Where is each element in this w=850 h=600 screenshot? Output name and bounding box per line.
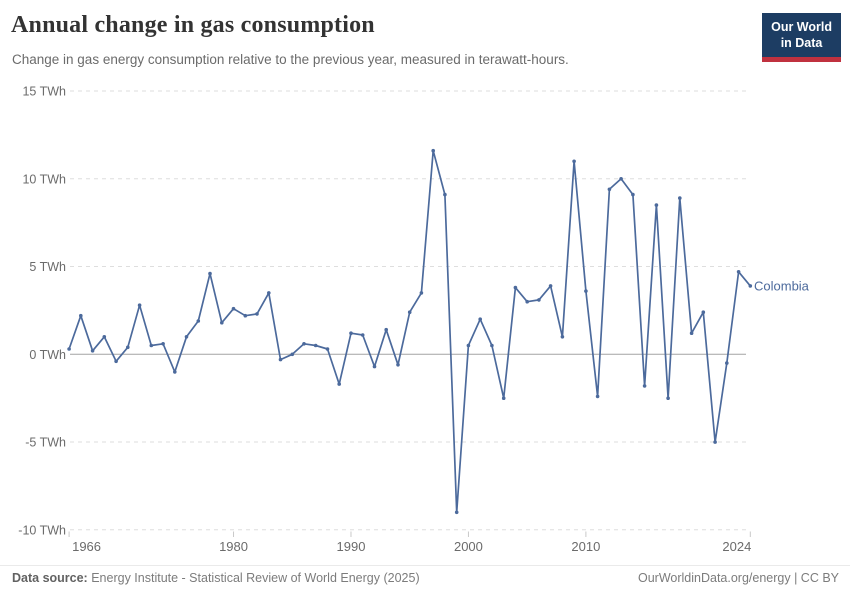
data-point [149, 343, 154, 348]
data-point [325, 347, 330, 351]
data-source: Data source: Energy Institute - Statisti… [12, 571, 420, 585]
data-point [67, 347, 71, 351]
data-point [443, 192, 447, 197]
data-point [454, 510, 459, 515]
data-point [267, 291, 271, 295]
data-point [701, 310, 706, 314]
y-axis-tick-label: -5 TWh [25, 436, 66, 450]
data-point [90, 349, 95, 353]
data-point [513, 285, 518, 290]
data-point [349, 331, 353, 335]
data-point [607, 187, 612, 192]
data-point [137, 303, 142, 307]
owid-logo-line2: in Data [780, 36, 823, 51]
data-point [736, 270, 741, 274]
data-point [560, 335, 565, 339]
data-point [220, 320, 224, 325]
chart-subtitle: Change in gas energy consumption relativ… [12, 52, 569, 67]
x-axis-tick-label: 2024 [722, 539, 751, 554]
data-point [184, 335, 189, 339]
data-point [384, 327, 389, 332]
x-axis-tick-label: 1980 [219, 539, 248, 554]
owid-logo-line1: Our World [771, 20, 832, 34]
data-point [407, 310, 412, 314]
y-axis-tick-label: 5 TWh [29, 260, 66, 274]
data-point [302, 342, 306, 346]
owid-logo: Our World in Data [762, 13, 841, 62]
data-point [631, 192, 635, 197]
data-source-label: Data source: [12, 571, 88, 585]
data-point [173, 370, 177, 374]
data-point [114, 359, 118, 364]
data-point [102, 335, 107, 339]
series-line-colombia [68, 149, 752, 514]
y-axis-tick-label: 10 TWh [22, 172, 66, 186]
data-point [501, 396, 506, 401]
data-point [572, 159, 576, 164]
chart-title: Annual change in gas consumption [11, 12, 375, 38]
data-point [619, 177, 623, 181]
data-point [360, 333, 365, 337]
series-label-colombia: Colombia [754, 278, 810, 293]
data-point [525, 299, 529, 304]
y-axis-tick-label: 15 TWh [22, 85, 66, 99]
data-point [490, 343, 494, 348]
data-point [689, 331, 694, 335]
data-point [713, 440, 717, 444]
data-point [748, 284, 753, 288]
data-point [654, 203, 659, 207]
data-point [208, 271, 212, 276]
data-source-text: Energy Institute - Statistical Review of… [91, 571, 420, 585]
data-point [595, 394, 600, 399]
data-point [678, 196, 682, 200]
data-point [290, 352, 295, 357]
data-point [642, 384, 647, 388]
line-chart: 15 TWh 10 TWh 5 TWh 0 TWh -5 TWh -10 TWh 1966 1… [18, 85, 810, 554]
data-point [419, 291, 424, 295]
data-point [79, 313, 83, 318]
data-point [584, 289, 588, 293]
data-point [255, 312, 259, 316]
x-axis-tick-label: 1966 [72, 539, 101, 554]
data-point [126, 345, 130, 350]
credit-link: OurWorldinData.org/energy | CC BY [637, 571, 839, 585]
data-point [548, 284, 553, 288]
y-axis-tick-label: -10 TWh [18, 523, 66, 537]
data-point [337, 382, 342, 386]
x-axis-tick-label: 2000 [454, 539, 483, 554]
data-point [466, 343, 471, 348]
data-point [313, 343, 318, 348]
data-point [725, 361, 729, 365]
data-point [372, 364, 377, 369]
data-point [231, 306, 236, 311]
data-point [196, 319, 201, 323]
data-point [278, 357, 283, 362]
footer-divider [0, 565, 850, 566]
data-point [243, 313, 248, 318]
x-axis-tick-label: 1990 [337, 539, 366, 554]
data-point [478, 317, 483, 321]
data-point [537, 298, 541, 302]
data-point [666, 396, 670, 401]
data-point [161, 342, 165, 346]
x-axis-tick-label: 2010 [571, 539, 600, 554]
data-point [431, 148, 436, 153]
data-point [396, 363, 400, 367]
y-axis-tick-label: 0 TWh [29, 348, 66, 362]
